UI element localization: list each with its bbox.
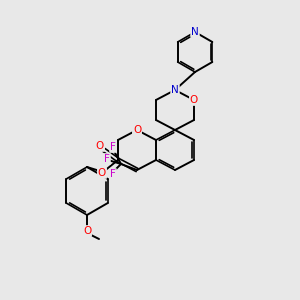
Text: F: F: [110, 142, 116, 152]
Text: O: O: [96, 141, 104, 151]
Text: O: O: [190, 95, 198, 105]
Text: N: N: [191, 27, 199, 37]
Text: N: N: [171, 85, 179, 95]
Text: F: F: [104, 154, 110, 164]
Text: O: O: [133, 125, 141, 135]
Text: O: O: [83, 226, 91, 236]
Text: F: F: [110, 169, 116, 179]
Text: O: O: [98, 168, 106, 178]
